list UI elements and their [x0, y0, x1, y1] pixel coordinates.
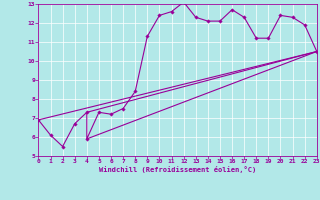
X-axis label: Windchill (Refroidissement éolien,°C): Windchill (Refroidissement éolien,°C): [99, 166, 256, 173]
